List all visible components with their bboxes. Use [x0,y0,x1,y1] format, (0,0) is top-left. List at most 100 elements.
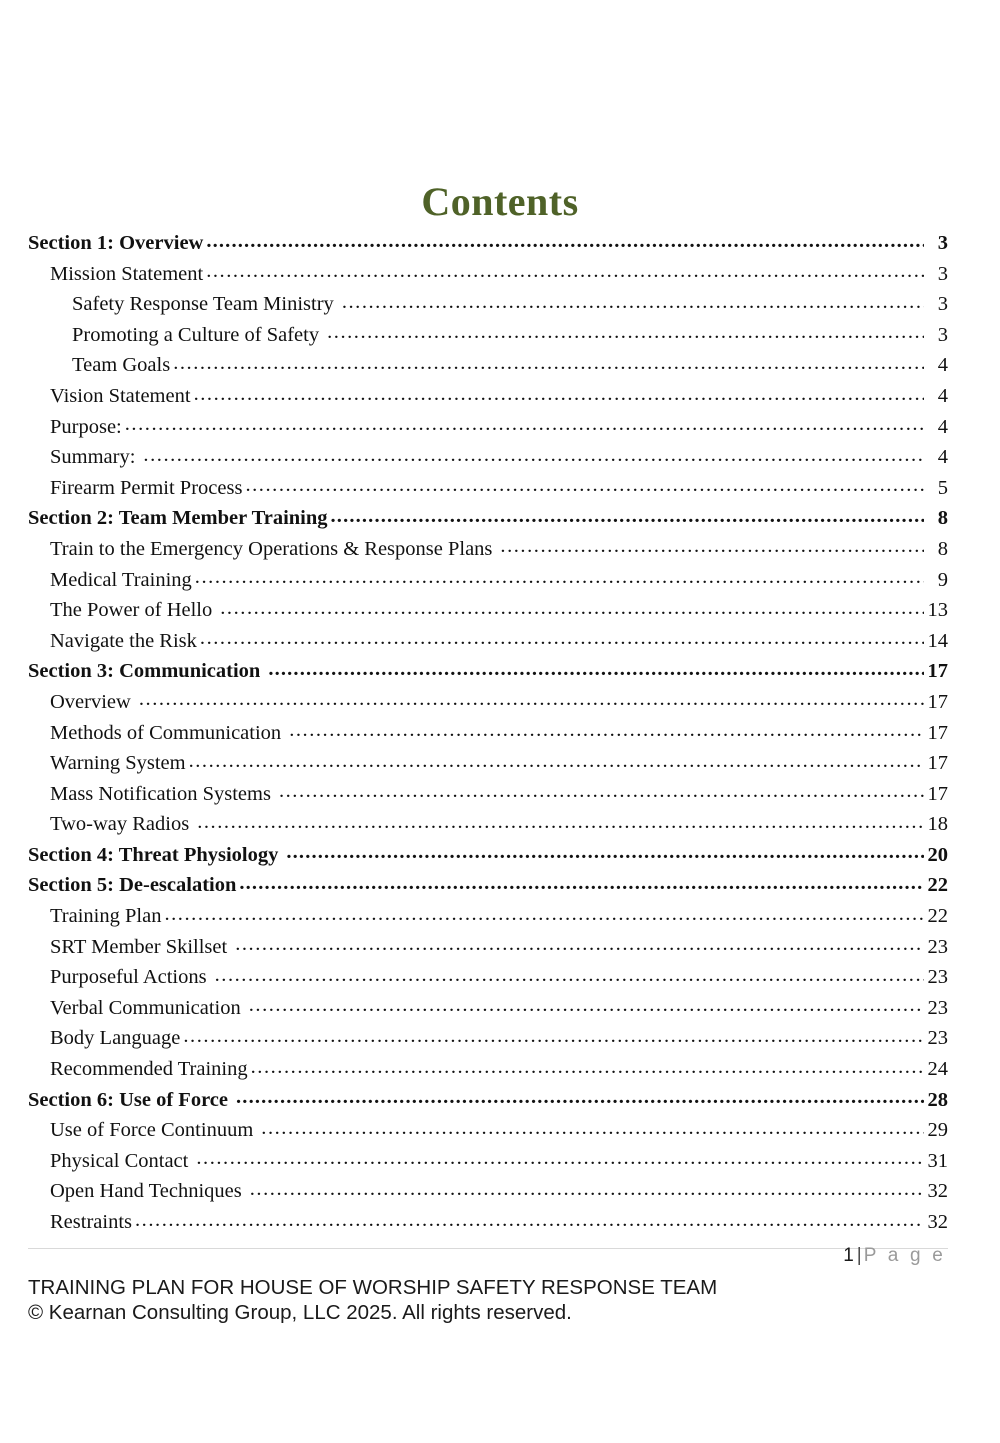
toc-entry[interactable]: Mission Statement 3 [50,259,948,290]
page-footer: 1 | P a g e TRAINING PLAN FOR HOUSE OF WOR… [28,1243,948,1325]
toc-entry-page-number: 23 [927,996,949,1019]
toc-entry[interactable]: SRT Member Skillset 23 [50,932,948,963]
toc-entry[interactable]: Recommended Training 24 [50,1054,948,1085]
toc-entry[interactable]: Team Goals 4 [72,350,948,381]
toc-leader-dots [236,1085,924,1106]
toc-entry-label: Purposeful Actions [50,966,207,989]
toc-leader-dots [239,871,924,892]
toc-entry-page-number: 20 [927,843,949,866]
toc-entry[interactable]: Use of Force Continuum 29 [50,1115,948,1146]
toc-entry[interactable]: Section 3: Communication 17 [28,656,948,687]
toc-entry-page-number: 23 [927,935,949,958]
toc-entry[interactable]: Overview 17 [50,687,948,718]
toc-entry[interactable]: Section 4: Threat Physiology 20 [28,840,948,871]
toc-entry[interactable]: Summary: 4 [50,442,948,473]
toc-entry-label: Use of Force Continuum [50,1119,254,1142]
toc-entry-page-number: 4 [937,384,948,407]
toc-entry[interactable]: Navigate the Risk 14 [50,626,948,657]
toc-leader-dots [331,504,924,525]
table-of-contents: Section 1: Overview3Mission Statement3Sa… [28,228,948,1238]
toc-entry[interactable]: Section 2: Team Member Training 8 [28,503,948,534]
toc-leader-dots [125,412,924,433]
toc-leader-dots [143,443,924,464]
toc-entry-page-number: 17 [927,721,949,744]
toc-entry-page-number: 3 [937,232,948,254]
footer-divider [28,1248,948,1249]
toc-entry-label: Mass Notification Systems [50,782,271,805]
toc-entry[interactable]: Warning System 17 [50,748,948,779]
toc-entry-page-number: 3 [937,262,948,285]
toc-entry-page-number: 17 [927,660,949,683]
toc-entry-page-number: 31 [927,1149,949,1172]
toc-entry-label: Navigate the Risk [50,629,197,652]
toc-leader-dots [235,932,924,953]
toc-entry-label: Physical Contact [50,1149,189,1172]
toc-entry[interactable]: Purposeful Actions 23 [50,962,948,993]
toc-entry-label: Section 1: Overview [28,232,204,254]
toc-leader-dots [189,749,924,770]
toc-entry[interactable]: Mass Notification Systems 17 [50,779,948,810]
toc-leader-dots [327,320,924,341]
toc-entry[interactable]: Safety Response Team Ministry 3 [72,289,948,320]
toc-entry-label: Section 6: Use of Force [28,1088,229,1111]
toc-entry-page-number: 22 [927,905,949,928]
toc-entry-label: Methods of Communication [50,721,282,744]
toc-leader-dots [139,687,924,708]
toc-entry[interactable]: Medical Training 9 [50,565,948,596]
toc-entry-page-number: 22 [927,874,949,897]
toc-entry[interactable]: Promoting a Culture of Safety 3 [72,320,948,351]
toc-leader-dots [206,229,924,249]
footer-page-word: P a g e [863,1245,946,1266]
toc-leader-dots [183,1024,924,1045]
toc-entry-page-number: 17 [927,752,949,775]
toc-entry-page-number: 17 [927,782,949,805]
toc-entry-page-number: 4 [937,354,948,377]
toc-entry[interactable]: Purpose: 4 [50,412,948,443]
toc-entry[interactable]: Open Hand Techniques 32 [50,1176,948,1207]
toc-entry-label: Overview [50,690,131,713]
toc-entry[interactable]: Training Plan 22 [50,901,948,932]
toc-leader-dots [268,657,924,678]
toc-entry-label: Summary: [50,446,136,469]
toc-entry[interactable]: Section 6: Use of Force 28 [28,1085,948,1116]
toc-entry-label: Open Hand Techniques [50,1180,242,1203]
toc-entry[interactable]: Body Language 23 [50,1023,948,1054]
footer-line-title: TRAINING PLAN FOR HOUSE OF WORSHIP SAFET… [28,1276,718,1299]
toc-entry-page-number: 23 [927,966,949,989]
toc-leader-dots [206,259,924,280]
toc-leader-dots [200,626,924,647]
toc-leader-dots [135,1208,924,1228]
toc-entry-page-number: 3 [937,293,948,316]
toc-entry[interactable]: Train to the Emergency Operations & Resp… [50,534,948,565]
toc-leader-dots [289,718,924,739]
toc-entry-label: Training Plan [50,905,162,928]
toc-entry-label: Promoting a Culture of Safety [72,323,320,346]
footer-page-indicator: 1 | P a g e [28,1243,948,1269]
toc-entry[interactable]: Methods of Communication 17 [50,718,948,749]
toc-leader-dots [164,902,924,923]
toc-entry-page-number: 4 [937,446,948,469]
toc-entry-label: Warning System [50,752,186,775]
toc-entry[interactable]: Section 1: Overview 3 [28,228,948,259]
toc-entry[interactable]: Verbal Communication 23 [50,993,948,1024]
toc-leader-dots [196,1146,924,1167]
toc-entry-label: Firearm Permit Process [50,476,243,499]
footer-line-copyright: © Kearnan Consulting Group, LLC 2025. Al… [28,1301,572,1324]
toc-leader-dots [195,565,924,586]
toc-leader-dots [286,840,924,861]
toc-entry[interactable]: Physical Contact 31 [50,1146,948,1177]
toc-entry[interactable]: Restraints 32 [50,1207,948,1238]
toc-entry-page-number: 4 [937,415,948,438]
footer-page-number: 1 [843,1245,854,1266]
toc-entry[interactable]: Two-way Radios 18 [50,809,948,840]
toc-entry[interactable]: Firearm Permit Process 5 [50,473,948,504]
toc-entry[interactable]: Section 5: De-escalation 22 [28,870,948,901]
toc-entry[interactable]: The Power of Hello 13 [50,595,948,626]
toc-entry[interactable]: Vision Statement 4 [50,381,948,412]
toc-leader-dots [173,351,924,372]
toc-leader-dots [279,779,924,800]
page-title: Contents [421,179,579,224]
toc-leader-dots [261,1116,924,1137]
toc-entry-page-number: 32 [927,1180,949,1203]
